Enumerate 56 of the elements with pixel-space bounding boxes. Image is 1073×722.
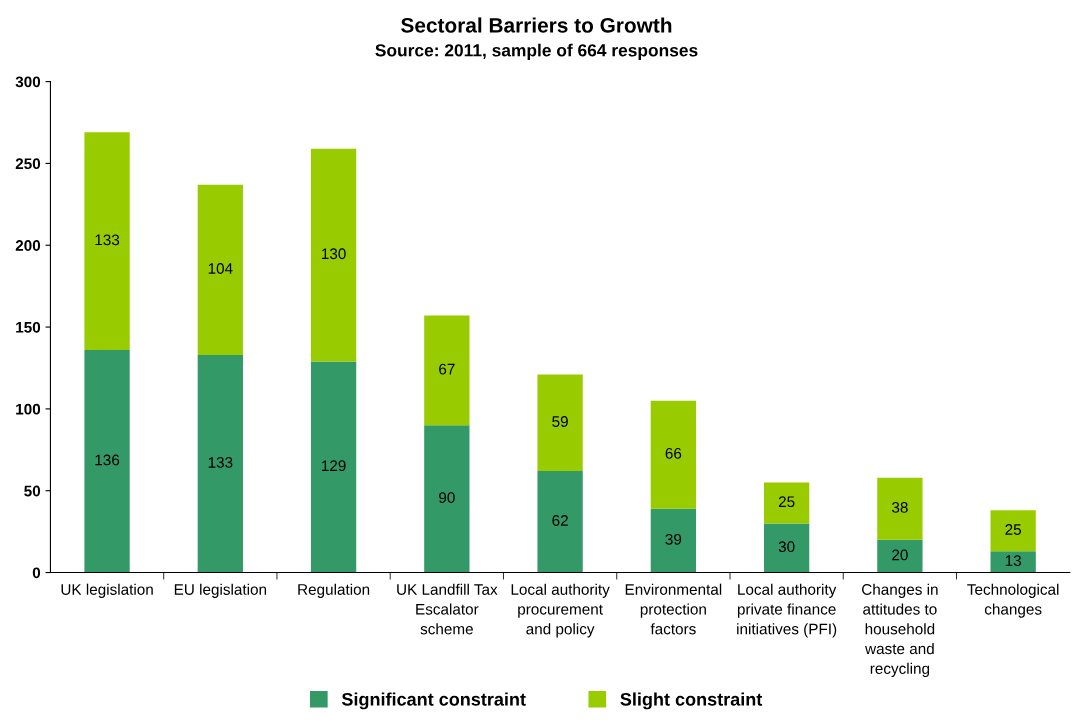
data-label: 13 (1005, 555, 1021, 567)
y-tick-label: 100 (16, 403, 41, 415)
x-tick-label: Technological changes (967, 583, 1059, 618)
bar (84, 132, 130, 350)
bar (650, 508, 697, 573)
data-label: 20 (892, 549, 908, 561)
bar (763, 523, 810, 573)
x-tick-label: UK legislation (61, 583, 153, 598)
chart-title: Sectoral Barriers to Growth (401, 17, 672, 33)
bar (877, 539, 923, 573)
data-label: 133 (95, 234, 120, 246)
bar (990, 551, 1036, 573)
data-label: 59 (552, 416, 568, 427)
legend-label: Significant constraint (341, 692, 526, 710)
y-tick-label: 250 (15, 158, 41, 170)
x-tick-label: UK Landfill Tax Escalator scheme (397, 583, 498, 635)
bar (197, 354, 243, 573)
y-tick-label: 50 (24, 485, 41, 497)
x-tick-label: Changes in attitudes to household waste and recycling (862, 583, 938, 678)
data-label: 129 (322, 460, 346, 472)
bar (424, 315, 470, 426)
data-label: 38 (891, 502, 908, 513)
data-label: 25 (1005, 524, 1022, 535)
data-label: 90 (439, 492, 455, 503)
bar (197, 184, 243, 355)
data-label: 39 (665, 533, 682, 545)
x-tick-label: Regulation (298, 583, 370, 598)
data-label: 130 (322, 248, 346, 260)
y-tick-label: 150 (16, 321, 41, 333)
data-label: 25 (778, 496, 795, 508)
bar (650, 400, 697, 509)
x-tick-label: EU legislation (174, 583, 267, 598)
bar (990, 510, 1036, 552)
y-tick-label: 200 (15, 240, 41, 251)
x-tick-label: Local authority private finance initiatives (PFI) (737, 583, 837, 638)
bar (424, 425, 470, 573)
bar (763, 482, 810, 524)
x-tick-label: Local authority procurement and policy (511, 583, 610, 638)
bar (537, 374, 583, 472)
data-label: 133 (208, 457, 233, 468)
bar (537, 471, 583, 573)
chart-subtitle: Source: 2011, sample of 664 responses (375, 43, 698, 60)
y-tick-label: 300 (15, 76, 41, 88)
legend-label: Slight constraint (620, 692, 763, 710)
bar (310, 148, 357, 362)
bar (84, 349, 130, 573)
bar (310, 361, 357, 573)
data-label: 104 (208, 263, 233, 274)
y-tick-label: 0 (32, 567, 41, 579)
data-label: 67 (439, 363, 455, 375)
x-tick-label: Environmental protection factors (625, 583, 722, 635)
bar (877, 477, 923, 540)
data-label: 136 (95, 454, 120, 466)
data-label: 30 (778, 541, 795, 553)
data-label: 62 (552, 515, 568, 526)
data-label: 66 (665, 448, 682, 459)
